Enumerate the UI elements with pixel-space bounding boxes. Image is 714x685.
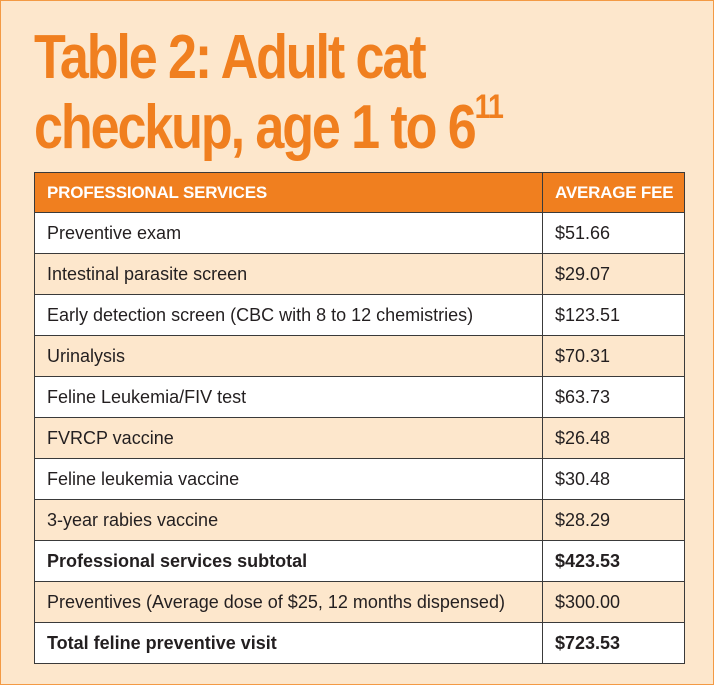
- service-cell: 3-year rabies vaccine: [34, 499, 543, 541]
- table-row: Preventives (Average dose of $25, 12 mon…: [34, 581, 685, 623]
- table-row: FVRCP vaccine $26.48: [34, 417, 685, 459]
- fee-cell: $63.73: [542, 376, 685, 418]
- service-cell: Intestinal parasite screen: [34, 253, 543, 295]
- title-line-2-text: checkup, age 1 to 6: [34, 93, 477, 162]
- page-title: Table 2: Adult cat checkup, age 1 to 611: [34, 23, 504, 163]
- table-row: Feline leukemia vaccine $30.48: [34, 458, 685, 500]
- service-cell: Professional services subtotal: [34, 540, 543, 582]
- fee-cell: $51.66: [542, 212, 685, 254]
- table-row: Early detection screen (CBC with 8 to 12…: [34, 294, 685, 336]
- service-cell: Total feline preventive visit: [34, 622, 543, 664]
- fee-cell: $29.07: [542, 253, 685, 295]
- table-row: Intestinal parasite screen $29.07: [34, 253, 685, 295]
- table-row: Urinalysis $70.31: [34, 335, 685, 377]
- fee-cell: $123.51: [542, 294, 685, 336]
- footnote-marker: 11: [474, 88, 504, 126]
- title-line-1: Table 2: Adult cat: [34, 23, 427, 92]
- service-cell: Early detection screen (CBC with 8 to 12…: [34, 294, 543, 336]
- fee-cell: $70.31: [542, 335, 685, 377]
- title-line-2: checkup, age 1 to 611: [34, 90, 504, 163]
- fee-cell: $300.00: [542, 581, 685, 623]
- service-cell: Preventive exam: [34, 212, 543, 254]
- fee-cell: $26.48: [542, 417, 685, 459]
- column-header-services: PROFESSIONAL SERVICES: [34, 172, 543, 213]
- service-cell: Feline leukemia vaccine: [34, 458, 543, 500]
- service-cell: Urinalysis: [34, 335, 543, 377]
- table-body: Preventive exam $51.66 Intestinal parasi…: [34, 212, 685, 664]
- service-cell: FVRCP vaccine: [34, 417, 543, 459]
- service-cell: Feline Leukemia/FIV test: [34, 376, 543, 418]
- table-row: Preventive exam $51.66: [34, 212, 685, 254]
- fee-cell: $423.53: [542, 540, 685, 582]
- table-header-row: PROFESSIONAL SERVICES AVERAGE FEE: [34, 172, 685, 213]
- total-row: Total feline preventive visit $723.53: [34, 622, 685, 664]
- fee-cell: $28.29: [542, 499, 685, 541]
- table-row: 3-year rabies vaccine $28.29: [34, 499, 685, 541]
- table-row: Feline Leukemia/FIV test $63.73: [34, 376, 685, 418]
- column-header-fee: AVERAGE FEE: [542, 172, 685, 213]
- fee-cell: $723.53: [542, 622, 685, 664]
- subtotal-row: Professional services subtotal $423.53: [34, 540, 685, 582]
- service-cell: Preventives (Average dose of $25, 12 mon…: [34, 581, 543, 623]
- fees-table: PROFESSIONAL SERVICES AVERAGE FEE Preven…: [34, 172, 685, 664]
- fee-cell: $30.48: [542, 458, 685, 500]
